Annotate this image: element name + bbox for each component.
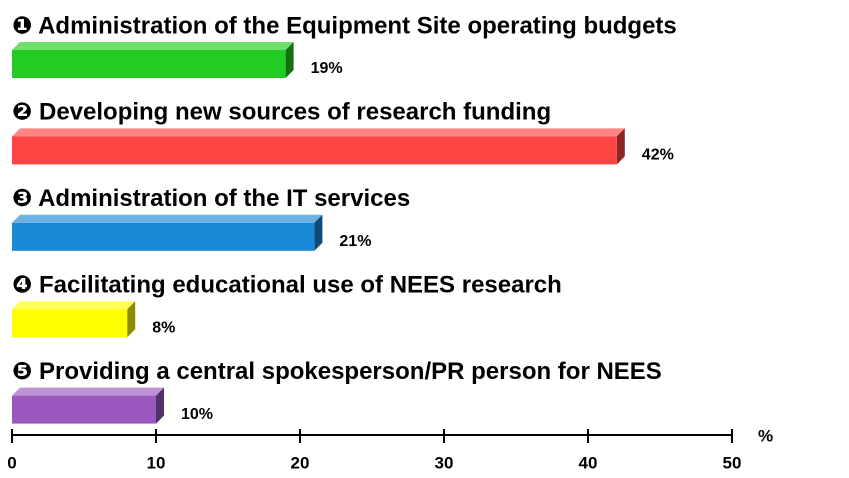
bar-top (12, 387, 164, 396)
category-label: ❹ Facilitating educational use of NEES r… (12, 272, 562, 299)
category-label: ❺ Providing a central spokesperson/PR pe… (12, 358, 662, 385)
x-axis-label: % (758, 426, 773, 445)
x-tick-label: 40 (579, 453, 598, 472)
x-tick-label: 50 (723, 453, 742, 472)
bar (12, 136, 617, 165)
bar-side (285, 42, 294, 78)
x-tick-label: 0 (7, 453, 16, 472)
value-label: 10% (181, 406, 213, 423)
bar (12, 50, 286, 78)
bar (12, 395, 156, 424)
value-label: 8% (152, 319, 175, 336)
x-tick-label: 30 (435, 453, 454, 472)
category-label: ❶ Administration of the Equipment Site o… (12, 12, 677, 39)
bar-top (12, 42, 294, 50)
category-label: ❸ Administration of the IT services (12, 185, 410, 212)
bar-top (12, 128, 625, 137)
value-label: 21% (339, 233, 371, 250)
bar-side (156, 387, 164, 424)
bar (12, 222, 315, 251)
x-tick-label: 20 (291, 453, 310, 472)
category-label: ❷ Developing new sources of research fun… (12, 99, 551, 126)
bar-side (314, 214, 323, 251)
bar-side (127, 301, 136, 338)
bar-side (616, 128, 625, 165)
bar-top (12, 214, 323, 223)
value-label: 42% (642, 147, 674, 164)
value-label: 19% (311, 60, 343, 77)
x-tick-label: 10 (147, 453, 166, 472)
bar (12, 309, 128, 338)
bar-top (12, 301, 136, 310)
